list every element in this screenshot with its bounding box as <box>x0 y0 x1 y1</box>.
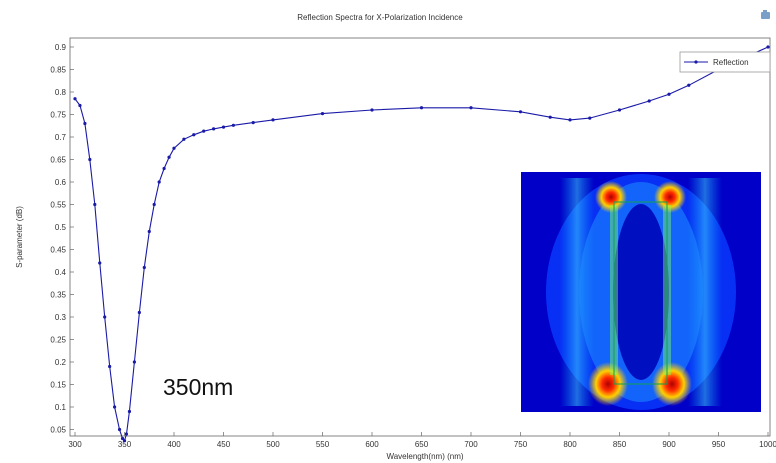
data-point <box>548 115 552 119</box>
data-point <box>320 112 325 116</box>
data-point <box>617 108 622 112</box>
data-point <box>108 364 112 369</box>
data-point <box>117 427 122 432</box>
x-tick-label: 550 <box>316 440 330 449</box>
data-point <box>103 315 107 319</box>
y-tick-label: 0.1 <box>55 403 67 412</box>
y-tick-label: 0.2 <box>55 358 67 367</box>
camera-icon[interactable] <box>761 10 770 19</box>
data-point <box>113 405 117 409</box>
y-tick-label: 0.55 <box>50 201 66 210</box>
data-point <box>93 202 97 207</box>
x-tick-label: 400 <box>167 440 181 449</box>
series-line <box>74 46 769 442</box>
x-tick-label: 650 <box>415 440 429 449</box>
data-point <box>687 83 691 87</box>
y-tick-label: 0.75 <box>50 111 66 120</box>
y-tick-label: 0.85 <box>50 66 66 75</box>
data-point <box>157 180 161 184</box>
x-tick-label: 800 <box>563 440 577 449</box>
data-point <box>147 229 151 234</box>
x-axis-label: Wavelength(nm) (nm) <box>386 452 463 461</box>
field-map-inset <box>521 172 761 412</box>
data-point <box>221 125 226 129</box>
x-axis: 300 350 400 450 500 550 600 650 700 750 800 850 900 9… <box>68 432 776 449</box>
data-point <box>667 92 671 96</box>
legend: Reflection <box>679 51 771 73</box>
data-point <box>370 108 374 112</box>
data-point <box>142 265 146 270</box>
data-point <box>212 127 216 131</box>
y-tick-label: 0.6 <box>55 178 67 187</box>
y-tick-label: 0.5 <box>55 223 67 232</box>
y-tick-label: 0.65 <box>50 156 66 165</box>
y-tick-label: 0.4 <box>55 268 67 277</box>
data-point <box>419 106 424 110</box>
data-point <box>132 360 136 364</box>
y-tick-label: 0.7 <box>55 133 67 142</box>
data-point <box>251 121 255 125</box>
x-tick-label: 950 <box>712 440 726 449</box>
data-point <box>588 116 592 120</box>
data-point <box>518 110 523 114</box>
data-point <box>766 45 770 49</box>
y-tick-label: 0.05 <box>50 426 66 435</box>
x-tick-label: 600 <box>365 440 379 449</box>
y-tick-label: 0.35 <box>50 291 66 300</box>
y-tick-label: 0.15 <box>50 381 66 390</box>
data-point <box>647 99 651 103</box>
data-point <box>192 133 196 137</box>
chart-title: Reflection Spectra for X-Polarization In… <box>297 13 463 22</box>
data-point <box>98 261 102 265</box>
data-point <box>172 146 176 150</box>
x-tick-label: 850 <box>613 440 627 449</box>
legend-label: Reflection <box>713 58 749 67</box>
y-tick-label: 0.25 <box>50 336 66 345</box>
x-tick-label: 1000 <box>759 440 776 449</box>
data-point <box>127 409 132 414</box>
data-point <box>122 439 127 443</box>
x-tick-label: 700 <box>464 440 478 449</box>
legend-marker <box>694 60 698 64</box>
annotation-350nm: 350nm <box>163 374 233 400</box>
y-tick-label: 0.8 <box>55 88 67 97</box>
y-tick-label: 0.9 <box>55 43 67 52</box>
data-point <box>162 166 166 171</box>
data-point <box>182 137 186 141</box>
y-axis-label: S-parameter (dB) <box>15 206 24 268</box>
x-tick-label: 350 <box>118 440 132 449</box>
data-point <box>73 97 77 101</box>
x-tick-label: 300 <box>68 440 82 449</box>
x-tick-label: 900 <box>662 440 676 449</box>
data-point <box>271 118 275 122</box>
y-tick-label: 0.45 <box>50 246 66 255</box>
data-point <box>124 432 129 436</box>
data-point <box>88 157 92 162</box>
data-point <box>120 436 125 441</box>
data-point <box>469 106 473 110</box>
x-tick-label: 500 <box>266 440 280 449</box>
data-point <box>231 123 235 127</box>
data-point <box>83 121 87 126</box>
data-point <box>137 310 141 315</box>
y-tick-label: 0.3 <box>55 313 67 322</box>
data-point <box>152 202 156 207</box>
data-point <box>78 103 82 108</box>
x-tick-label: 750 <box>514 440 528 449</box>
data-point <box>568 118 572 122</box>
data-point <box>202 129 206 133</box>
x-tick-label: 450 <box>217 440 231 449</box>
y-axis: 0.05 0.1 0.15 0.2 0.25 0.3 0.35 0.4 0.45 0.5 0.55 0… <box>50 43 74 435</box>
data-point <box>167 155 171 159</box>
